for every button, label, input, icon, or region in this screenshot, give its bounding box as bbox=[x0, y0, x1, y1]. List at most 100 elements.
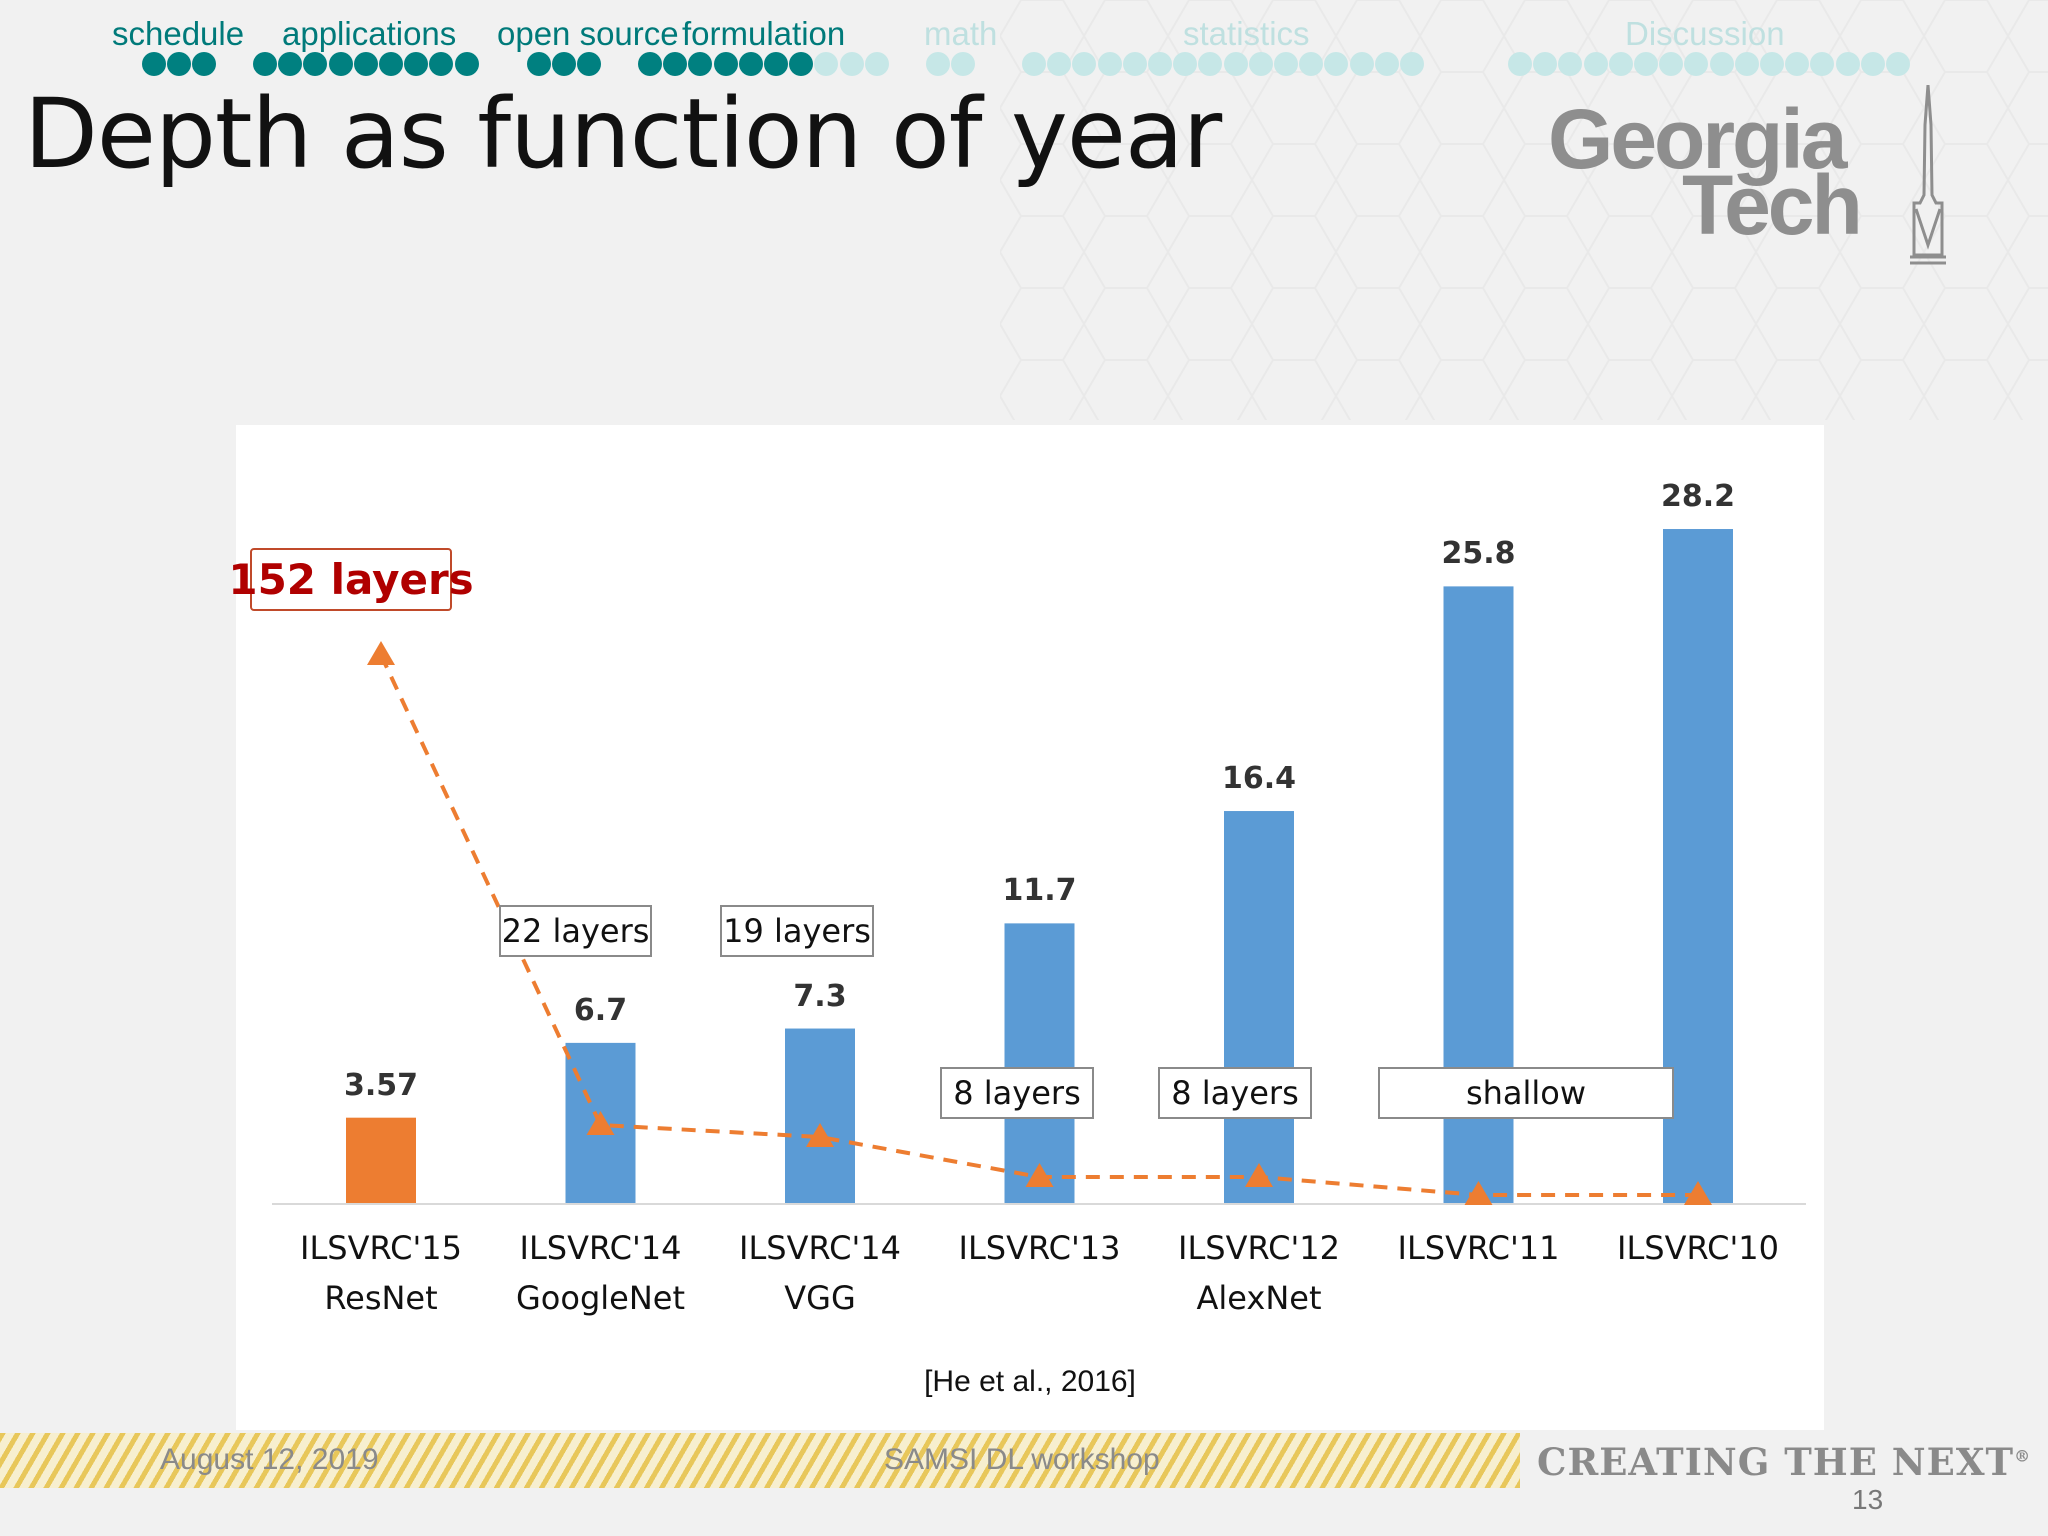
nav-discussion[interactable]: Discussion bbox=[1625, 15, 1785, 52]
category-label-line: ILSVRC'14 bbox=[739, 1229, 901, 1267]
bar bbox=[346, 1117, 416, 1203]
nav-dot[interactable] bbox=[1810, 52, 1835, 76]
bar bbox=[1004, 923, 1075, 1203]
nav-dot[interactable] bbox=[379, 52, 403, 76]
nav-dot[interactable] bbox=[1072, 52, 1097, 76]
depth-marker bbox=[1684, 1181, 1712, 1205]
category-label-line: ILSVRC'14 bbox=[519, 1229, 682, 1267]
nav-dot[interactable] bbox=[1558, 52, 1583, 76]
nav-dot[interactable] bbox=[926, 52, 950, 76]
category-label: ILSVRC'13 bbox=[959, 1223, 1121, 1273]
category-label: ILSVRC'14 GoogleNet bbox=[516, 1223, 685, 1323]
nav-dot[interactable] bbox=[1198, 52, 1223, 76]
nav-dot[interactable] bbox=[1248, 52, 1273, 76]
nav-dot[interactable] bbox=[1684, 52, 1709, 76]
nav-dot[interactable] bbox=[1634, 52, 1658, 76]
georgia-tech-logo: Georgia Tech bbox=[1540, 85, 1960, 265]
category-label: ILSVRC'10 bbox=[1617, 1223, 1779, 1273]
category-label: ILSVRC'11 bbox=[1398, 1223, 1560, 1273]
nav-dot[interactable] bbox=[577, 52, 602, 76]
nav-dot[interactable] bbox=[278, 52, 303, 76]
bar-value-label: 25.8 bbox=[1441, 536, 1516, 572]
nav-dot[interactable] bbox=[789, 52, 814, 76]
footer-event: SAMSI DL workshop bbox=[884, 1443, 1160, 1476]
bar-value-label: 6.7 bbox=[573, 992, 628, 1028]
depth-marker bbox=[1245, 1163, 1273, 1187]
nav-dot[interactable] bbox=[738, 52, 763, 76]
nav-dot[interactable] bbox=[404, 52, 429, 76]
nav-dot[interactable] bbox=[253, 52, 277, 76]
nav-dot[interactable] bbox=[1659, 52, 1684, 76]
nav-dot[interactable] bbox=[192, 52, 217, 76]
nav-math[interactable]: math bbox=[924, 15, 998, 52]
nav-dot[interactable] bbox=[527, 52, 551, 76]
nav-dot[interactable] bbox=[552, 52, 577, 76]
nav-dot[interactable] bbox=[1299, 52, 1324, 76]
nav-dot[interactable] bbox=[1835, 52, 1860, 76]
nav-dot[interactable] bbox=[1886, 52, 1910, 76]
nav-dot[interactable] bbox=[1349, 52, 1374, 76]
nav-dot[interactable] bbox=[1047, 52, 1072, 76]
nav-dot[interactable] bbox=[1122, 52, 1147, 76]
bar-value-label: 16.4 bbox=[1221, 761, 1297, 797]
slide-title: Depth as function of year bbox=[24, 78, 1222, 190]
nav-dot[interactable] bbox=[454, 52, 479, 76]
tower-icon bbox=[1910, 85, 1946, 265]
nav-dot[interactable] bbox=[1022, 52, 1046, 76]
nav-dot[interactable] bbox=[1324, 52, 1349, 76]
category-label-line: VGG bbox=[784, 1279, 856, 1317]
nav-dot[interactable] bbox=[864, 52, 889, 76]
nav-statistics[interactable]: statistics bbox=[1183, 15, 1310, 52]
nav-dot[interactable] bbox=[713, 52, 738, 76]
nav-dot[interactable] bbox=[951, 52, 976, 76]
nav-dot[interactable] bbox=[328, 52, 353, 76]
nav-dot[interactable] bbox=[1785, 52, 1810, 76]
depth-label-alexnet: 8 layers bbox=[1158, 1067, 1312, 1119]
nav-dot[interactable] bbox=[1533, 52, 1558, 76]
footer-date: August 12, 2019 bbox=[160, 1443, 379, 1476]
nav-dot[interactable] bbox=[1608, 52, 1633, 76]
nav-dot[interactable] bbox=[1734, 52, 1759, 76]
nav-dot[interactable] bbox=[1173, 52, 1198, 76]
nav-dot[interactable] bbox=[1400, 52, 1424, 76]
nav-dot[interactable] bbox=[814, 52, 839, 76]
category-label: ILSVRC'14 VGG bbox=[739, 1223, 901, 1323]
nav-dot[interactable] bbox=[429, 52, 454, 76]
nav-dot[interactable] bbox=[1508, 52, 1532, 76]
category-label: ILSVRC'12 AlexNet bbox=[1178, 1223, 1340, 1323]
nav-schedule[interactable]: schedule bbox=[112, 15, 245, 52]
nav-dot[interactable] bbox=[1274, 52, 1298, 76]
nav-formulation[interactable]: formulation bbox=[682, 15, 846, 52]
nav-dot[interactable] bbox=[1583, 52, 1608, 76]
nav-dot[interactable] bbox=[663, 52, 688, 76]
category-label-line: ILSVRC'15 bbox=[300, 1229, 462, 1267]
nav-dot[interactable] bbox=[353, 52, 378, 76]
nav-dot[interactable] bbox=[303, 52, 328, 76]
nav-dot[interactable] bbox=[764, 52, 788, 76]
registered-mark: ® bbox=[2014, 1446, 2032, 1466]
nav-dot[interactable] bbox=[1148, 52, 1172, 76]
nav-dot[interactable] bbox=[638, 52, 662, 76]
nav-open-source[interactable]: open source bbox=[497, 15, 679, 52]
nav-dot[interactable] bbox=[1860, 52, 1885, 76]
bar-value-label: 3.57 bbox=[343, 1067, 419, 1103]
bar bbox=[1224, 811, 1294, 1203]
depth-chart bbox=[272, 529, 1806, 1205]
category-label-line: AlexNet bbox=[1196, 1279, 1322, 1317]
nav-dot[interactable] bbox=[688, 52, 713, 76]
depth-marker bbox=[367, 641, 395, 665]
nav-dot[interactable] bbox=[167, 52, 192, 76]
category-label-line: ILSVRC'11 bbox=[1397, 1229, 1560, 1267]
nav-dot[interactable] bbox=[1374, 52, 1399, 76]
bar bbox=[1663, 529, 1733, 1203]
bar-value-label: 7.3 bbox=[793, 978, 847, 1014]
depth-marker bbox=[806, 1123, 834, 1147]
nav-dot[interactable] bbox=[142, 52, 166, 76]
nav-dot[interactable] bbox=[839, 52, 864, 76]
nav-dot[interactable] bbox=[1223, 52, 1248, 76]
nav-applications[interactable]: applications bbox=[282, 15, 457, 52]
nav-dot[interactable] bbox=[1709, 52, 1734, 76]
nav-dot[interactable] bbox=[1097, 52, 1122, 76]
nav-dot[interactable] bbox=[1760, 52, 1784, 76]
